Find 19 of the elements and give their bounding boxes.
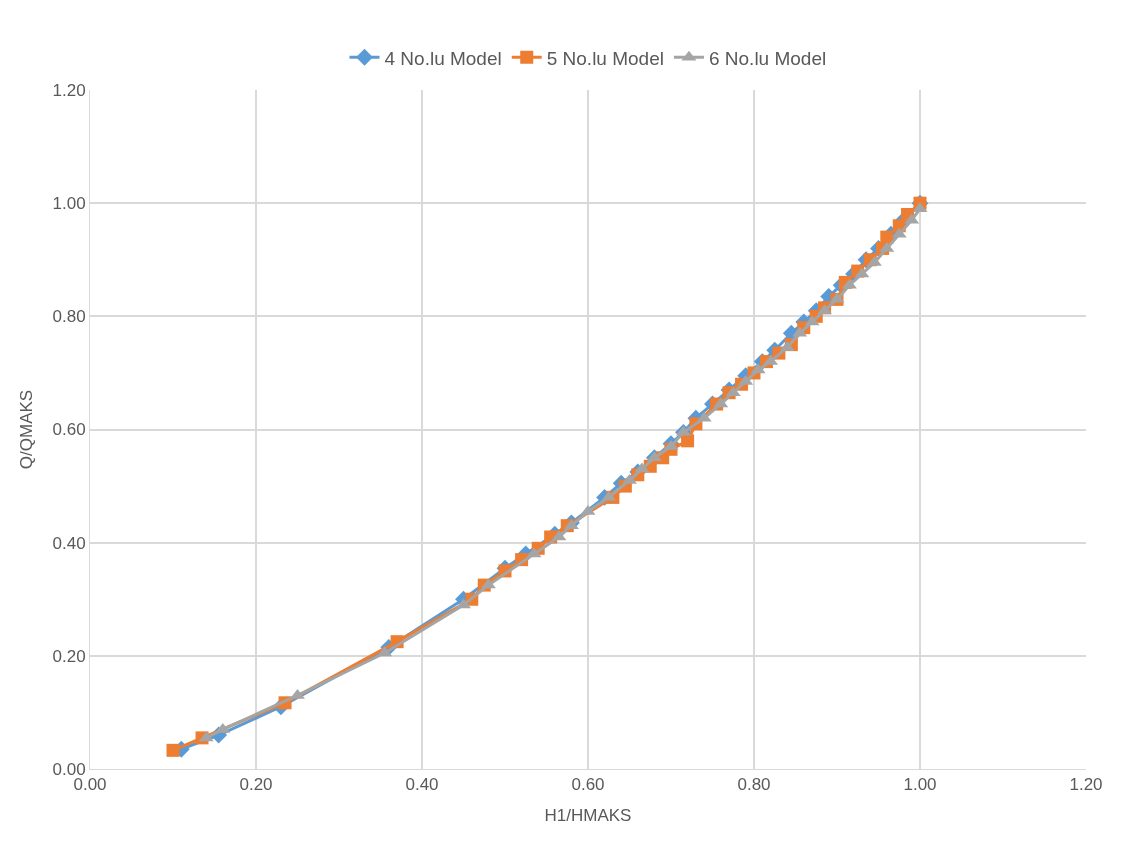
y-tick-label: 0.40 <box>52 533 86 553</box>
legend-label: 6 No.lu Model <box>708 47 827 69</box>
x-tick-label: 0.20 <box>239 775 273 795</box>
x-tick-label: 0.80 <box>737 775 771 795</box>
legend-label: 5 No.lu Model <box>546 47 664 69</box>
y-axis-title: Q/QMAKS <box>17 389 37 470</box>
legend-label: 4 No.lu Model <box>384 47 502 69</box>
x-tick-label: 1.00 <box>903 775 937 795</box>
point <box>166 743 180 757</box>
x-axis-title: H1/HMAKS <box>544 805 632 825</box>
point <box>880 230 894 244</box>
y-tick-label: 1.20 <box>52 80 86 100</box>
x-tick-label: 0.60 <box>571 775 605 795</box>
y-tick-label: 1.00 <box>52 194 86 214</box>
y-tick-label: 0.20 <box>52 646 86 666</box>
x-tick-label: 1.20 <box>1069 775 1103 795</box>
x-tick-label: 0.40 <box>405 775 439 795</box>
y-tick-label: 0.60 <box>52 420 86 440</box>
y-tick-label: 0.80 <box>52 307 86 327</box>
